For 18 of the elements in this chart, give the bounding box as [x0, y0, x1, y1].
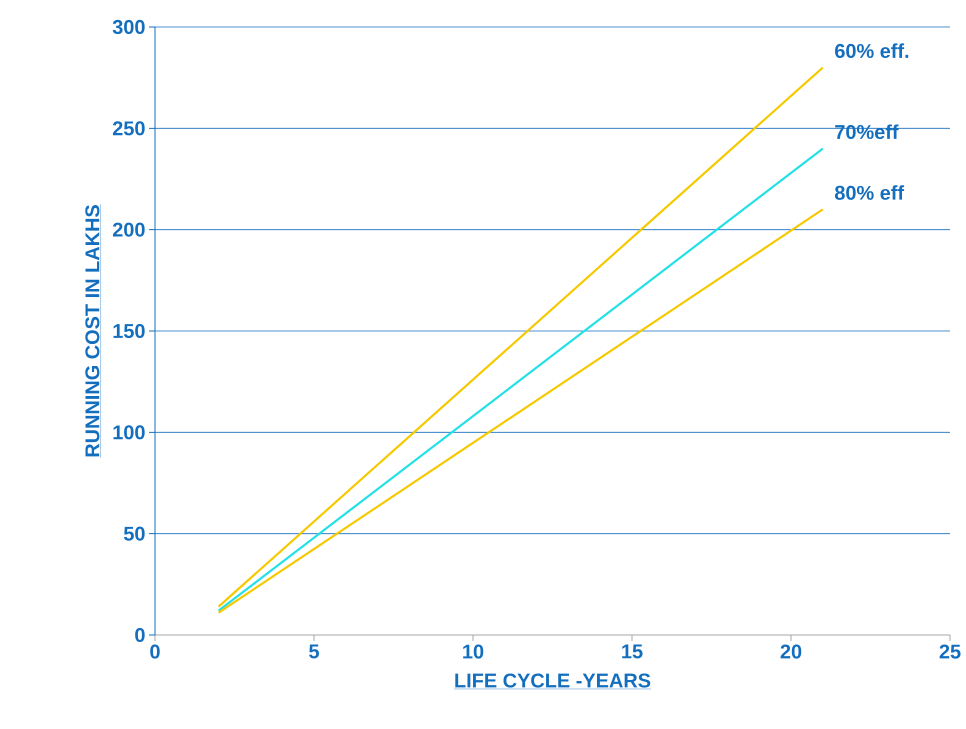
x-tick-label: 15	[622, 644, 643, 658]
series-label: 80% eff	[834, 185, 904, 200]
x-tick-label: 20	[780, 644, 802, 659]
y-tick-label: 200	[112, 222, 145, 237]
y-tick-label: 0	[135, 628, 145, 642]
x-tick-label: 5	[309, 644, 319, 658]
x-axis-title: LIFE CYCLE -YEARS	[455, 673, 650, 688]
series-label: 70%eff	[835, 124, 899, 140]
x-tick-label: 25	[940, 644, 961, 659]
y-tick-label: 50	[124, 526, 145, 541]
y-tick-label: 250	[112, 121, 145, 136]
y-tick-label: 300	[112, 20, 145, 34]
x-tick-label: 10	[463, 644, 484, 659]
x-tick-label: 0	[150, 644, 160, 659]
series-label: 60% eff.	[835, 43, 908, 58]
y-axis-title: RUNNING COST IN LAKHS	[85, 205, 100, 456]
y-tick-label: 150	[113, 324, 145, 338]
y-tick-label: 100	[113, 425, 145, 440]
